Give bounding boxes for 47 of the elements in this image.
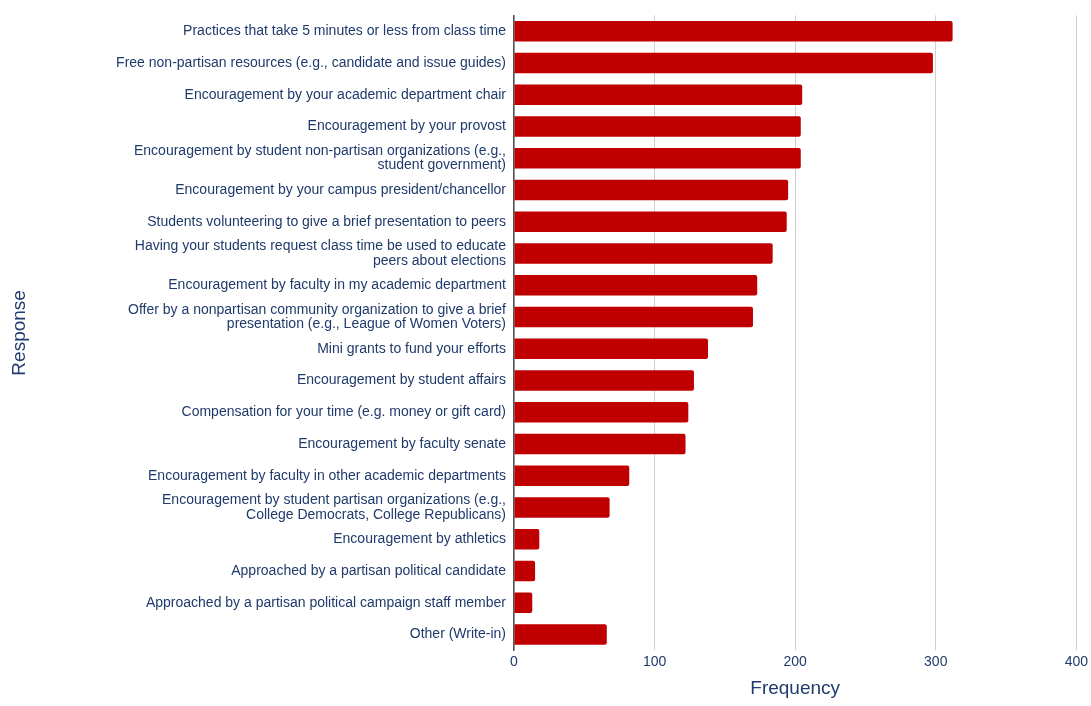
y-tick-label: Encouragement by your academic department chair bbox=[184, 85, 507, 102]
y-tick-label: Mini grants to fund your efforts bbox=[317, 339, 506, 356]
y-axis-title: Response bbox=[7, 290, 29, 376]
bar bbox=[514, 243, 773, 264]
y-tick-label: Encouragement by faculty senate bbox=[298, 434, 507, 451]
bar bbox=[514, 275, 758, 296]
y-tick-label: Encouragement by faculty in other academic departments bbox=[148, 466, 506, 483]
y-tick-label: Students volunteering to give a brief presentation to peers bbox=[147, 212, 506, 229]
bar bbox=[514, 560, 536, 582]
y-tick-label: Encouragement by your campus president/chancellor bbox=[175, 180, 507, 197]
x-tick-label: 200 bbox=[783, 652, 808, 669]
y-tick-label: Encouragement by student affairs bbox=[296, 371, 506, 388]
y-tick-label: Approached by a partisan political campaign staff member bbox=[145, 593, 507, 610]
y-tick-label: Having your students request class time be used to educate peers about elections bbox=[134, 237, 507, 268]
bar bbox=[514, 84, 803, 105]
x-tick-label: 300 bbox=[924, 652, 948, 669]
y-tick-label: Approached by a partisan political candidate bbox=[231, 561, 507, 578]
bar bbox=[514, 497, 610, 518]
bar bbox=[514, 148, 801, 169]
x-tick-label: 0 bbox=[510, 652, 519, 669]
y-tick-label: Other (Write-in) bbox=[409, 625, 506, 642]
bar bbox=[514, 529, 540, 550]
y-tick-label: Encouragement by student partisan organizations (e.g., College Democrats, College Republicans) bbox=[162, 491, 506, 522]
bar bbox=[514, 465, 630, 486]
y-tick-label: Offer by a nonpartisan community organization to give a brief presentation (e.g., League of Women Voters) bbox=[128, 300, 507, 332]
bar bbox=[514, 179, 789, 201]
y-tick-label: Encouragement by faculty in my academic department bbox=[168, 276, 507, 293]
x-tick-label: 100 bbox=[642, 652, 667, 669]
x-tick-label: 400 bbox=[1064, 652, 1089, 669]
bar bbox=[514, 402, 689, 423]
bar bbox=[514, 306, 753, 328]
bar bbox=[514, 21, 953, 42]
y-tick-label: Encouragement by athletics bbox=[333, 530, 506, 547]
bar bbox=[514, 338, 708, 359]
y-tick-label: Encouragement by student non-partisan organizations (e.g., student government) bbox=[133, 141, 506, 173]
bar bbox=[514, 592, 533, 613]
y-tick-label: Encouragement by your provost bbox=[307, 117, 507, 134]
bar bbox=[514, 370, 694, 391]
x-axis-title: Frequency bbox=[750, 676, 841, 698]
y-tick-label: Free non-partisan resources (e.g., candidate and issue guides) bbox=[116, 53, 506, 70]
y-tick-label: Practices that take 5 minutes or less from class time bbox=[183, 22, 507, 39]
bar bbox=[514, 52, 933, 74]
bar bbox=[514, 433, 686, 455]
bar bbox=[514, 211, 787, 232]
bar bbox=[514, 624, 607, 645]
y-tick-label: Compensation for your time (e.g. money or gift card) bbox=[181, 403, 506, 420]
bar bbox=[514, 116, 801, 137]
